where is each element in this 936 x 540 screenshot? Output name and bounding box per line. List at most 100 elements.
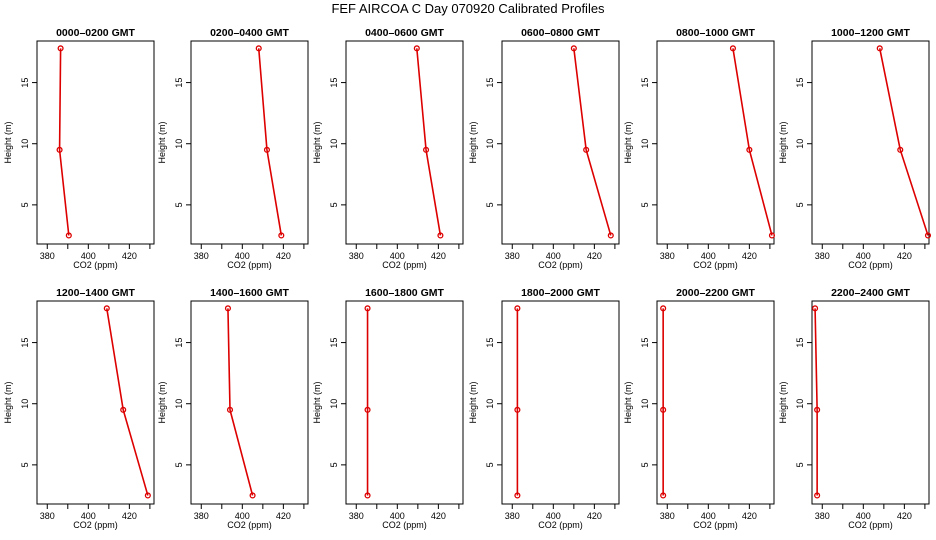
panel-title: 1000–1200 GMT xyxy=(831,27,910,39)
plot-frame xyxy=(345,300,464,505)
x-tick-label: 420 xyxy=(742,511,757,521)
x-tick-label: 420 xyxy=(897,511,912,521)
data-point xyxy=(437,232,444,239)
panel-title: 0800–1000 GMT xyxy=(676,27,755,39)
y-axis-label: Height (m) xyxy=(312,121,322,163)
y-tick-label: 15 xyxy=(485,338,495,348)
x-tick-label: 380 xyxy=(349,511,364,521)
y-axis-label: Height (m) xyxy=(3,121,13,163)
figure-title: FEF AIRCOA C Day 070920 Calibrated Profi… xyxy=(331,1,605,16)
x-tick-label: 420 xyxy=(742,251,757,261)
y-tick-label: 15 xyxy=(174,78,184,88)
data-point xyxy=(607,232,614,239)
data-point xyxy=(570,45,577,52)
data-point xyxy=(768,232,775,239)
data-point xyxy=(660,406,667,413)
y-tick-label: 10 xyxy=(329,139,339,149)
y-tick-label: 5 xyxy=(640,202,650,207)
y-axis-label: Height (m) xyxy=(778,381,788,423)
y-tick-label: 5 xyxy=(329,202,339,207)
data-point xyxy=(583,146,590,153)
y-tick-label: 10 xyxy=(795,399,805,409)
panel-0: 0000–0200 GMT 380 400 420 5 10 15 CO2 (ppm) Heig… xyxy=(3,27,155,270)
panel-title: 0000–0200 GMT xyxy=(56,27,135,39)
panel-2: 0400–0600 GMT 380 400 420 5 10 15 CO2 (ppm) Heig… xyxy=(312,27,464,270)
data-point xyxy=(224,305,231,312)
data-point xyxy=(364,406,371,413)
y-tick-label: 15 xyxy=(640,78,650,88)
x-tick-label: 420 xyxy=(897,251,912,261)
x-tick-label: 400 xyxy=(81,511,96,521)
panel-title: 0600–0800 GMT xyxy=(521,27,600,39)
data-point xyxy=(226,406,234,413)
panel-4: 0800–1000 GMT 380 400 420 5 10 15 CO2 (ppm) Heig… xyxy=(623,27,775,270)
x-tick-label: 420 xyxy=(276,511,291,521)
data-point xyxy=(814,492,821,499)
profile-line xyxy=(227,308,254,496)
x-tick-label: 380 xyxy=(194,251,209,261)
profile-line xyxy=(573,48,612,236)
y-tick-label: 10 xyxy=(174,139,184,149)
x-tick-label: 400 xyxy=(856,511,871,521)
y-axis-label: Height (m) xyxy=(778,121,788,163)
y-tick-label: 10 xyxy=(329,399,339,409)
profile-line xyxy=(416,48,442,236)
x-tick-label: 420 xyxy=(431,251,446,261)
y-axis-label: Height (m) xyxy=(157,381,167,423)
panel-title: 1800–2000 GMT xyxy=(521,287,600,299)
profile-line xyxy=(732,48,773,236)
panel-5: 1000–1200 GMT 380 400 420 5 10 15 CO2 (ppm) Heig… xyxy=(778,27,932,270)
profile-line xyxy=(814,308,818,496)
panel-title: 0400–0600 GMT xyxy=(365,27,444,39)
y-axis-label: Height (m) xyxy=(468,121,478,163)
y-tick-label: 5 xyxy=(485,462,495,467)
plot-frame xyxy=(811,40,930,245)
x-axis-label: CO2 (ppm) xyxy=(693,520,738,530)
x-tick-label: 380 xyxy=(505,251,520,261)
plot-frame xyxy=(190,40,309,245)
y-axis-label: Height (m) xyxy=(623,381,633,423)
data-point xyxy=(897,146,904,153)
y-tick-label: 15 xyxy=(640,338,650,348)
x-tick-label: 400 xyxy=(235,511,250,521)
x-axis-label: CO2 (ppm) xyxy=(73,260,118,270)
panel-title: 1400–1600 GMT xyxy=(210,287,289,299)
y-axis-label: Height (m) xyxy=(3,381,13,423)
y-tick-label: 5 xyxy=(174,462,184,467)
plot-frame xyxy=(36,300,155,505)
x-axis-label: CO2 (ppm) xyxy=(538,260,583,270)
data-point xyxy=(255,45,262,52)
y-tick-label: 10 xyxy=(795,139,805,149)
panel-7: 1400–1600 GMT 380 400 420 5 10 15 CO2 (ppm) Heig… xyxy=(157,287,309,530)
x-tick-label: 380 xyxy=(505,511,520,521)
x-tick-label: 400 xyxy=(856,251,871,261)
data-point xyxy=(514,492,521,499)
x-tick-label: 380 xyxy=(349,251,364,261)
x-axis-label: CO2 (ppm) xyxy=(693,260,738,270)
plot-frame xyxy=(36,40,155,245)
data-point xyxy=(364,492,371,499)
x-axis-label: CO2 (ppm) xyxy=(382,520,427,530)
x-tick-label: 420 xyxy=(122,251,137,261)
panel-title: 1200–1400 GMT xyxy=(56,287,135,299)
data-point xyxy=(120,406,127,413)
y-tick-label: 5 xyxy=(174,202,184,207)
y-tick-label: 5 xyxy=(485,202,495,207)
x-tick-label: 380 xyxy=(40,511,55,521)
panel-title: 2000–2200 GMT xyxy=(676,287,755,299)
data-point xyxy=(263,146,270,153)
y-tick-label: 5 xyxy=(20,462,30,467)
x-tick-label: 380 xyxy=(660,251,675,261)
x-tick-label: 420 xyxy=(431,511,446,521)
y-axis-label: Height (m) xyxy=(157,121,167,163)
data-point xyxy=(65,232,72,239)
x-tick-label: 380 xyxy=(815,251,830,261)
x-tick-label: 400 xyxy=(701,511,716,521)
y-tick-label: 10 xyxy=(20,139,30,149)
data-point xyxy=(514,406,521,413)
x-tick-label: 400 xyxy=(546,251,561,261)
data-point xyxy=(144,492,151,499)
x-axis-label: CO2 (ppm) xyxy=(382,260,427,270)
x-axis-label: CO2 (ppm) xyxy=(227,520,272,530)
y-tick-label: 10 xyxy=(20,399,30,409)
